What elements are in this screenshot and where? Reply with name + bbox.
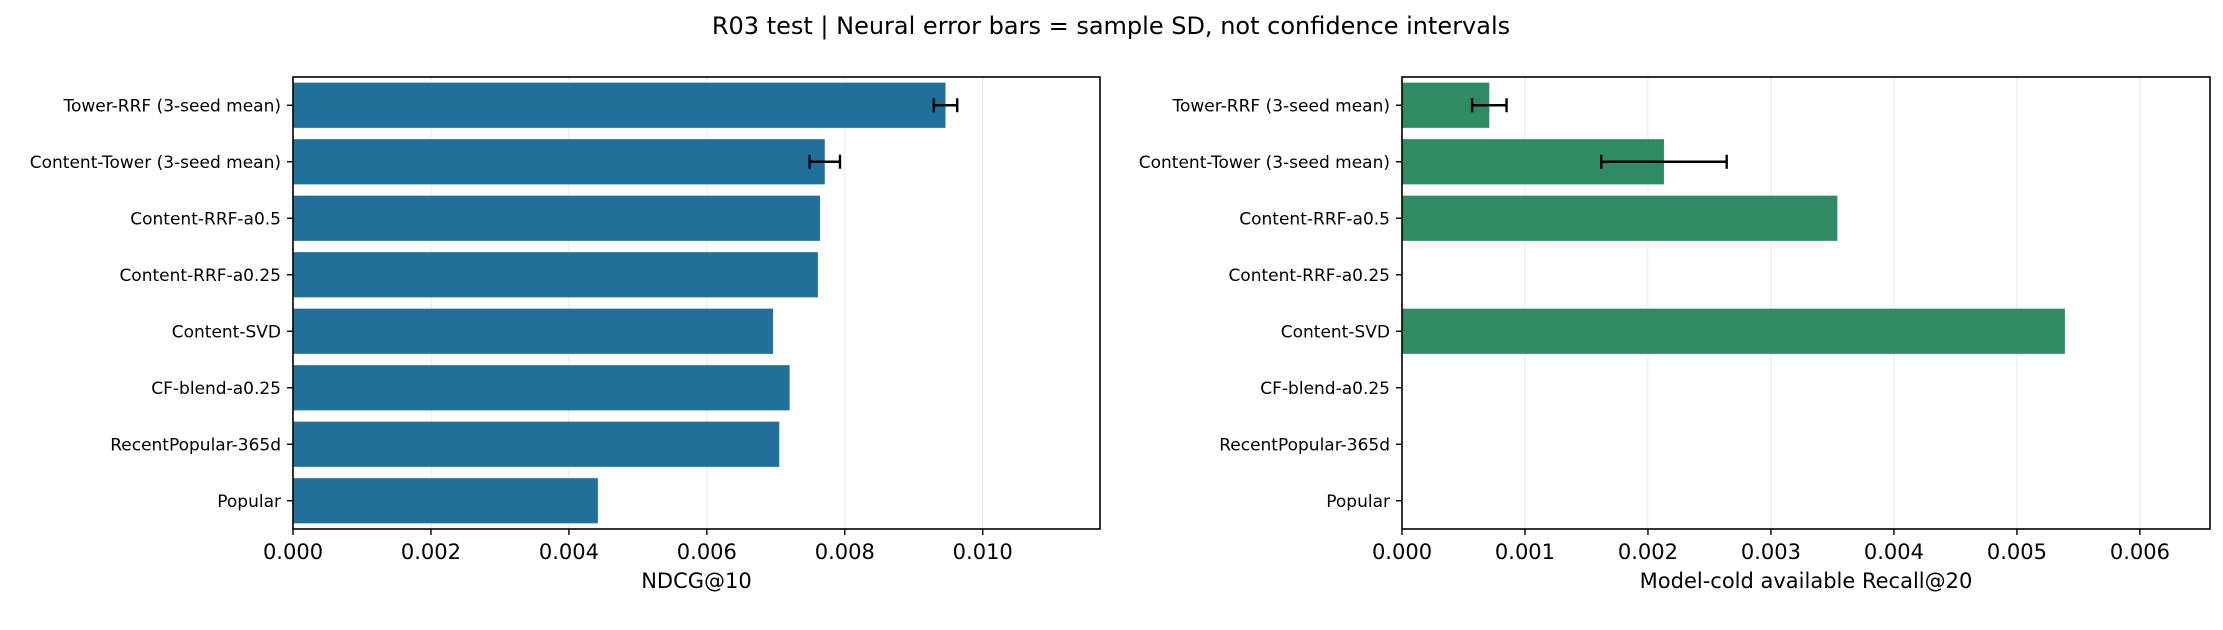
- x-tick-label: 0.003: [1741, 540, 1801, 564]
- x-tick-label: 0.001: [1495, 540, 1555, 564]
- y-tick-label: Tower-RRF (3-seed mean): [63, 96, 282, 116]
- x-axis-label: Model-cold available Recall@20: [1640, 569, 1973, 593]
- x-tick-label: 0.000: [1372, 540, 1432, 564]
- bar: [293, 252, 818, 298]
- y-tick-label: Content-RRF-a0.5: [1239, 209, 1390, 229]
- bar: [293, 195, 820, 241]
- error-bar: [932, 98, 959, 113]
- x-axis-label: NDCG@10: [641, 569, 752, 593]
- error-bar: [1470, 98, 1508, 113]
- axes-frame: [1401, 76, 2211, 530]
- bar: [293, 421, 780, 467]
- bar: [1402, 308, 2065, 354]
- bar: [293, 308, 774, 354]
- y-tick-label: Content-Tower (3-seed mean): [1139, 153, 1390, 173]
- figure-title: R03 test | Neural error bars = sample SD…: [712, 12, 1510, 40]
- y-tick-label: Content-SVD: [172, 322, 281, 342]
- x-tick-label: 0.004: [1864, 540, 1924, 564]
- x-tick-label: 0.002: [401, 540, 461, 564]
- y-tick-label: RecentPopular-365d: [110, 435, 281, 455]
- bar: [293, 478, 598, 524]
- x-tick-label: 0.004: [539, 540, 599, 564]
- y-tick-label: Content-RRF-a0.5: [130, 209, 281, 229]
- y-tick-label: Content-Tower (3-seed mean): [30, 153, 281, 173]
- y-tick-label: Tower-RRF (3-seed mean): [1172, 96, 1391, 116]
- error-bar: [808, 154, 842, 169]
- chart-ndcg: Tower-RRF (3-seed mean) Content-Tower (3-…: [30, 76, 1101, 593]
- chart-recall: Tower-RRF (3-seed mean) Content-Tower (3-…: [1139, 76, 2211, 593]
- error-bar: [1600, 154, 1728, 169]
- y-tick-label: RecentPopular-365d: [1219, 435, 1390, 455]
- x-tick-label: 0.010: [953, 540, 1013, 564]
- x-tick-label: 0.000: [263, 540, 323, 564]
- axes-frame: [292, 76, 1101, 530]
- bar: [293, 365, 790, 411]
- y-tick-label: Content-SVD: [1281, 322, 1390, 342]
- y-tick-label: CF-blend-a0.25: [1260, 379, 1390, 399]
- bar: [293, 82, 946, 128]
- x-tick-label: 0.002: [1618, 540, 1678, 564]
- y-tick-label: Content-RRF-a0.25: [119, 266, 281, 286]
- bar: [293, 139, 825, 185]
- bar: [1402, 195, 1838, 241]
- y-tick-label: Popular: [1326, 492, 1390, 512]
- y-tick-label: Popular: [217, 492, 281, 512]
- x-tick-label: 0.005: [1987, 540, 2047, 564]
- y-tick-label: Content-RRF-a0.25: [1228, 266, 1390, 286]
- y-tick-label: CF-blend-a0.25: [151, 379, 281, 399]
- x-tick-label: 0.006: [677, 540, 737, 564]
- x-tick-label: 0.008: [815, 540, 875, 564]
- x-tick-label: 0.006: [2110, 540, 2170, 564]
